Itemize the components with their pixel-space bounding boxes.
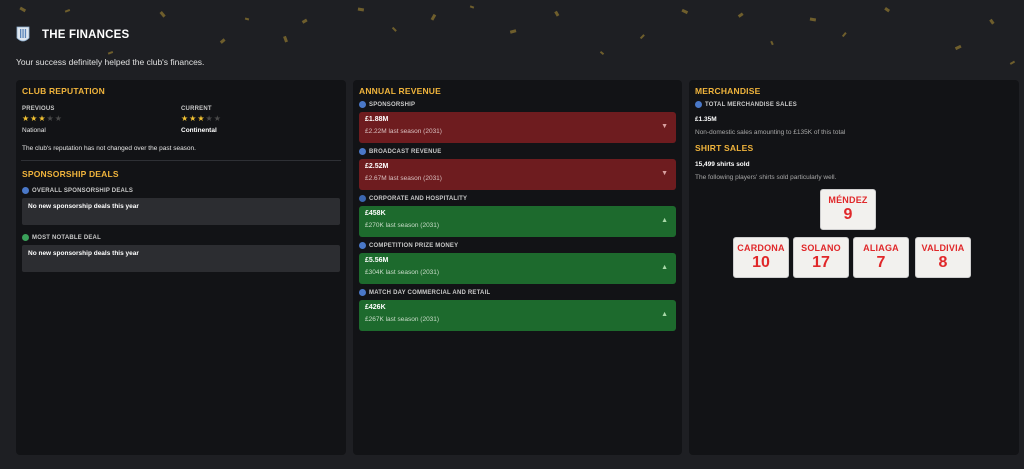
revenue-value: £1.88M [365, 116, 389, 123]
shirts-sold: 15,499 shirts sold [695, 161, 750, 168]
revenue-item-broadcast[interactable]: £2.52M £2.67M last season (2031) ▼ [359, 159, 676, 190]
shirt-player-name: CARDONA [737, 243, 785, 253]
trend-up-icon: ▲ [661, 217, 668, 224]
revenue-item-label: MATCH DAY COMMERCIAL AND RETAIL [369, 289, 491, 296]
page-title: THE FINANCES [42, 29, 130, 41]
revenue-last-season: £267K last season (2031) [365, 316, 440, 323]
star-icon: ★ [22, 114, 30, 123]
match-day-icon [359, 289, 366, 296]
star-icon: ★ [197, 114, 205, 123]
revenue-value: £2.52M [365, 163, 389, 170]
current-reputation: CURRENT ★ ★ ★ ★ ★ Continental [181, 106, 340, 134]
revenue-item-corporate[interactable]: £458K £270K last season (2031) ▲ [359, 206, 676, 237]
revenue-item-sponsorship[interactable]: £1.88M £2.22M last season (2031) ▼ [359, 112, 676, 143]
shirt-sales-title: SHIRT SALES [695, 143, 754, 153]
merchandise-panel: MERCHANDISE TOTAL MERCHANDISE SALES £1.3… [689, 80, 1019, 455]
revenue-last-season: £2.22M last season (2031) [365, 128, 442, 135]
revenue-value: £426K [365, 304, 386, 311]
revenue-item-label: CORPORATE AND HOSPITALITY [369, 195, 468, 202]
trend-up-icon: ▲ [661, 311, 668, 318]
previous-label: PREVIOUS [22, 106, 55, 112]
revenue-last-season: £304K last season (2031) [365, 269, 440, 276]
total-merch-label: TOTAL MERCHANDISE SALES [705, 101, 797, 108]
trend-down-icon: ▼ [661, 123, 668, 130]
trend-up-icon: ▲ [661, 264, 668, 271]
star-icon: ★ [181, 114, 189, 123]
handshake-icon [22, 234, 29, 241]
previous-reputation: PREVIOUS ★ ★ ★ ★ ★ National [22, 106, 181, 134]
player-shirt-aliaga[interactable]: ALIAGA 7 [853, 237, 909, 278]
star-icon: ★ [205, 114, 213, 123]
star-icon: ★ [46, 114, 54, 123]
shirt-player-number: 8 [938, 254, 948, 271]
notable-deal-box: No new sponsorship deals this year [22, 245, 340, 272]
current-level: Continental [181, 127, 217, 134]
star-icon: ★ [38, 114, 46, 123]
shirt-player-number: 10 [752, 254, 770, 271]
star-icon: ★ [213, 114, 221, 123]
previous-stars: ★ ★ ★ ★ ★ [22, 115, 181, 123]
club-crest-icon [16, 26, 30, 42]
current-stars: ★ ★ ★ ★ ★ [181, 115, 340, 123]
total-merch-value: £1.35M [695, 116, 717, 123]
star-icon: ★ [189, 114, 197, 123]
revenue-item-label: COMPETITION PRIZE MONEY [369, 242, 459, 249]
player-shirt-valdivia[interactable]: VALDIVIA 8 [915, 237, 971, 278]
trend-down-icon: ▼ [661, 170, 668, 177]
revenue-panel: ANNUAL REVENUE SPONSORSHIP £1.88M £2.22M… [353, 80, 682, 455]
overall-deals-box: No new sponsorship deals this year [22, 198, 340, 225]
shirt-player-name: MÉNDEZ [828, 195, 868, 205]
revenue-item-match-day[interactable]: £426K £267K last season (2031) ▲ [359, 300, 676, 331]
reputation-note: The club's reputation has not changed ov… [22, 145, 196, 152]
shirt-player-number: 7 [876, 254, 886, 271]
shirt-player-number: 9 [843, 206, 853, 223]
reputation-panel: CLUB REPUTATION PREVIOUS ★ ★ ★ ★ ★ National … [16, 80, 346, 455]
revenue-item-label: BROADCAST REVENUE [369, 148, 442, 155]
player-shirt-cardona[interactable]: CARDONA 10 [733, 237, 789, 278]
star-icon: ★ [30, 114, 38, 123]
player-shirt-mendez[interactable]: MÉNDEZ 9 [820, 189, 876, 230]
shirt-player-name: VALDIVIA [921, 243, 965, 253]
sponsorship-icon [22, 187, 29, 194]
overall-deals-label: OVERALL SPONSORSHIP DEALS [32, 187, 134, 194]
revenue-item-label: SPONSORSHIP [369, 101, 416, 108]
shirt-player-name: SOLANO [801, 243, 841, 253]
section-divider [21, 160, 341, 161]
reputation-title: CLUB REPUTATION [22, 86, 105, 96]
revenue-item-prize-money[interactable]: £5.56M £304K last season (2031) ▲ [359, 253, 676, 284]
shirt-player-name: ALIAGA [863, 243, 899, 253]
broadcast-icon [359, 148, 366, 155]
star-icon: ★ [54, 114, 62, 123]
shirt-icon [695, 101, 702, 108]
revenue-title: ANNUAL REVENUE [359, 86, 441, 96]
shirt-player-number: 17 [812, 254, 830, 271]
current-label: CURRENT [181, 106, 212, 112]
player-shirt-solano[interactable]: SOLANO 17 [793, 237, 849, 278]
hospitality-icon [359, 195, 366, 202]
overall-deals-value: No new sponsorship deals this year [28, 203, 139, 210]
revenue-value: £5.56M [365, 257, 389, 264]
prize-money-icon [359, 242, 366, 249]
sponsorship-title: SPONSORSHIP DEALS [22, 169, 119, 179]
revenue-last-season: £2.67M last season (2031) [365, 175, 442, 182]
shirts-note: The following players' shirts sold parti… [695, 174, 837, 181]
page-subtitle: Your success definitely helped the club'… [16, 57, 205, 67]
total-merch-note: Non-domestic sales amounting to £135K of… [695, 129, 846, 136]
sponsorship-revenue-icon [359, 101, 366, 108]
revenue-value: £458K [365, 210, 386, 217]
revenue-last-season: £270K last season (2031) [365, 222, 440, 229]
merchandise-title: MERCHANDISE [695, 86, 761, 96]
previous-level: National [22, 127, 46, 134]
notable-deal-value: No new sponsorship deals this year [28, 250, 139, 257]
page-header: THE FINANCES [16, 26, 129, 44]
notable-deal-label: MOST NOTABLE DEAL [32, 234, 101, 241]
